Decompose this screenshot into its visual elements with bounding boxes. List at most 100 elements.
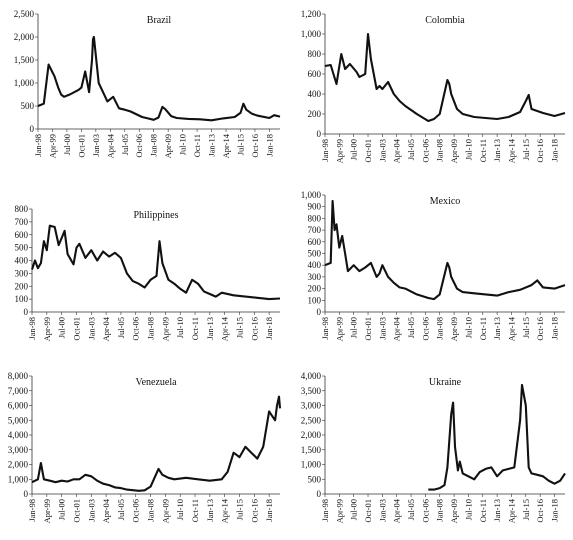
philippines-chart: 0 100 200 300 400 500 600 700 800 Jan-98 Apr-99 Jul… [15,204,281,341]
colombia-x-tick-label: Jul-10 [463,139,473,160]
brazil-x-tick-label: Jan-13 [207,134,217,157]
mexico-y-tick-label: 800 [308,213,322,223]
brazil-x-tick-label: Oct-11 [192,134,202,157]
venezuela-x-tick-label: Jul-05 [116,499,126,520]
mexico-x-tick-label: Apr-09 [449,317,459,341]
philippines-x-tick-label: Jan-08 [146,317,156,340]
mexico-x-tick-label: Apr-14 [506,316,516,341]
ukraine-y-tick-label: 4,000 [301,371,322,381]
colombia-x-tick-label: Jan-03 [377,139,387,162]
philippines-x-tick-label: Apr-99 [42,317,52,341]
mexico-series-line [324,199,566,301]
philippines-x-tick-label: Jan-18 [264,317,274,340]
brazil-x-tick-label: Apr-14 [221,133,231,158]
venezuela-x-tick-label: Apr-14 [220,498,230,523]
ukraine-y-tick-label: 3,000 [301,401,322,411]
ukraine-x-tick-label: Jul-15 [521,499,531,520]
philippines-title: Philippines [133,210,178,221]
mexico-y-tick-label: 900 [308,202,322,212]
ukraine-x-tick-label: Apr-14 [506,498,516,523]
mexico-y-tick-label: 100 [308,295,322,305]
brazil-y-tick-label: 500 [21,101,35,111]
ukraine-x-tick-label: Jan-13 [492,499,502,522]
brazil-x-tick-label: Apr-04 [105,133,115,158]
brazil-x-tick-label: Jul-10 [178,134,188,155]
ukraine-title: Ukraine [429,377,462,388]
colombia-x-tick-label: Jan-18 [549,139,559,162]
colombia-x-tick-label: Apr-99 [334,139,344,163]
brazil-x-tick-label: Oct-16 [250,134,260,158]
ukraine-x-tick-label: Jan-18 [549,499,559,522]
colombia-y-tick-label: 200 [308,109,322,119]
brazil-y-tick-label: 1,500 [14,55,35,65]
philippines-y-tick-label: 0 [24,307,29,317]
brazil-x-tick-label: Jan-98 [33,134,43,157]
venezuela-x-tick-label: Oct-11 [190,499,200,522]
philippines-y-tick-label: 100 [15,294,29,304]
venezuela-y-tick-label: 3,000 [8,445,29,455]
colombia-x-tick-label: Apr-04 [392,138,402,163]
venezuela-x-tick-label: Jul-00 [57,499,67,520]
venezuela-x-tick-label: Jan-98 [27,499,37,522]
mexico-x-tick-label: Jul-15 [521,317,531,338]
mexico-x-tick-label: Oct-11 [478,317,488,340]
philippines-x-tick-label: Oct-11 [190,317,200,340]
colombia-x-tick-label: Jan-13 [492,139,502,162]
venezuela-x-tick-label: Oct-16 [249,499,259,523]
colombia-x-tick-label: Apr-09 [449,139,459,163]
venezuela-y-tick-label: 7,000 [8,386,29,396]
ukraine-x-tick-label: Jan-08 [435,499,445,522]
philippines-x-tick-label: Jul-05 [116,317,126,338]
mexico-y-tick-label: 500 [308,249,322,259]
mexico-x-tick-label: Oct-06 [420,317,430,341]
brazil-x-tick-label: Jan-18 [264,134,274,157]
ukraine-x-tick-label: Oct-01 [363,499,373,523]
ukraine-y-tick-label: 1,000 [301,460,322,470]
mexico-y-tick-label: 200 [308,284,322,294]
mexico-x-tick-label: Jan-98 [320,317,330,340]
brazil-x-tick-label: Jul-15 [235,134,245,155]
ukraine-y-tick-label: 0 [317,489,322,499]
philippines-x-tick-label: Oct-01 [71,317,81,341]
ukraine-series-line [428,383,566,491]
ukraine-y-tick-label: 3,500 [301,386,322,396]
colombia-y-tick-label: 0 [317,129,322,139]
colombia-y-tick-label: 1,000 [301,29,322,39]
ukraine-y-tick-label: 500 [308,474,322,484]
colombia-x-tick-label: Jan-08 [435,139,445,162]
philippines-y-tick-label: 400 [15,256,29,266]
ukraine-y-tick-label: 2,000 [301,430,322,440]
venezuela-x-tick-label: Apr-09 [160,499,170,523]
venezuela-x-tick-label: Jan-03 [86,499,96,522]
ukraine-x-tick-label: Apr-99 [334,499,344,523]
venezuela-x-tick-label: Apr-99 [42,499,52,523]
ukraine-x-tick-label: Oct-16 [535,499,545,523]
venezuela-series-line [31,395,282,492]
venezuela-title: Venezuela [135,377,177,388]
colombia-y-tick-label: 600 [308,69,322,79]
mexico-title: Mexico [430,196,461,207]
brazil-x-tick-label: Oct-01 [76,134,86,158]
colombia-x-tick-label: Oct-06 [420,139,430,163]
colombia-y-tick-label: 400 [308,89,322,99]
mexico-y-tick-label: 1,000 [301,190,322,200]
brazil-x-tick-label: Apr-99 [47,134,57,158]
mexico-x-tick-label: Jan-18 [549,317,559,340]
brazil-series-line [37,35,281,122]
mexico-y-tick-label: 600 [308,237,322,247]
brazil-y-tick-label: 0 [30,124,35,134]
philippines-x-tick-label: Jul-00 [57,317,67,338]
philippines-x-tick-label: Oct-06 [131,317,141,341]
venezuela-y-tick-label: 2,000 [8,460,29,470]
ukraine-x-tick-label: Jul-10 [463,499,473,520]
philippines-x-tick-label: Jan-98 [27,317,37,340]
venezuela-y-tick-label: 1,000 [8,474,29,484]
brazil-x-tick-label: Jan-08 [149,134,159,157]
mexico-y-tick-label: 300 [308,272,322,282]
colombia-chart: 0 200 400 600 800 1,000 1,200 Jan-98 Apr-99 Jul-0… [301,9,566,163]
colombia-x-tick-label: Oct-16 [535,139,545,163]
colombia-x-tick-label: Apr-14 [506,138,516,163]
brazil-x-tick-label: Apr-09 [163,134,173,158]
venezuela-x-tick-label: Jan-13 [205,499,215,522]
